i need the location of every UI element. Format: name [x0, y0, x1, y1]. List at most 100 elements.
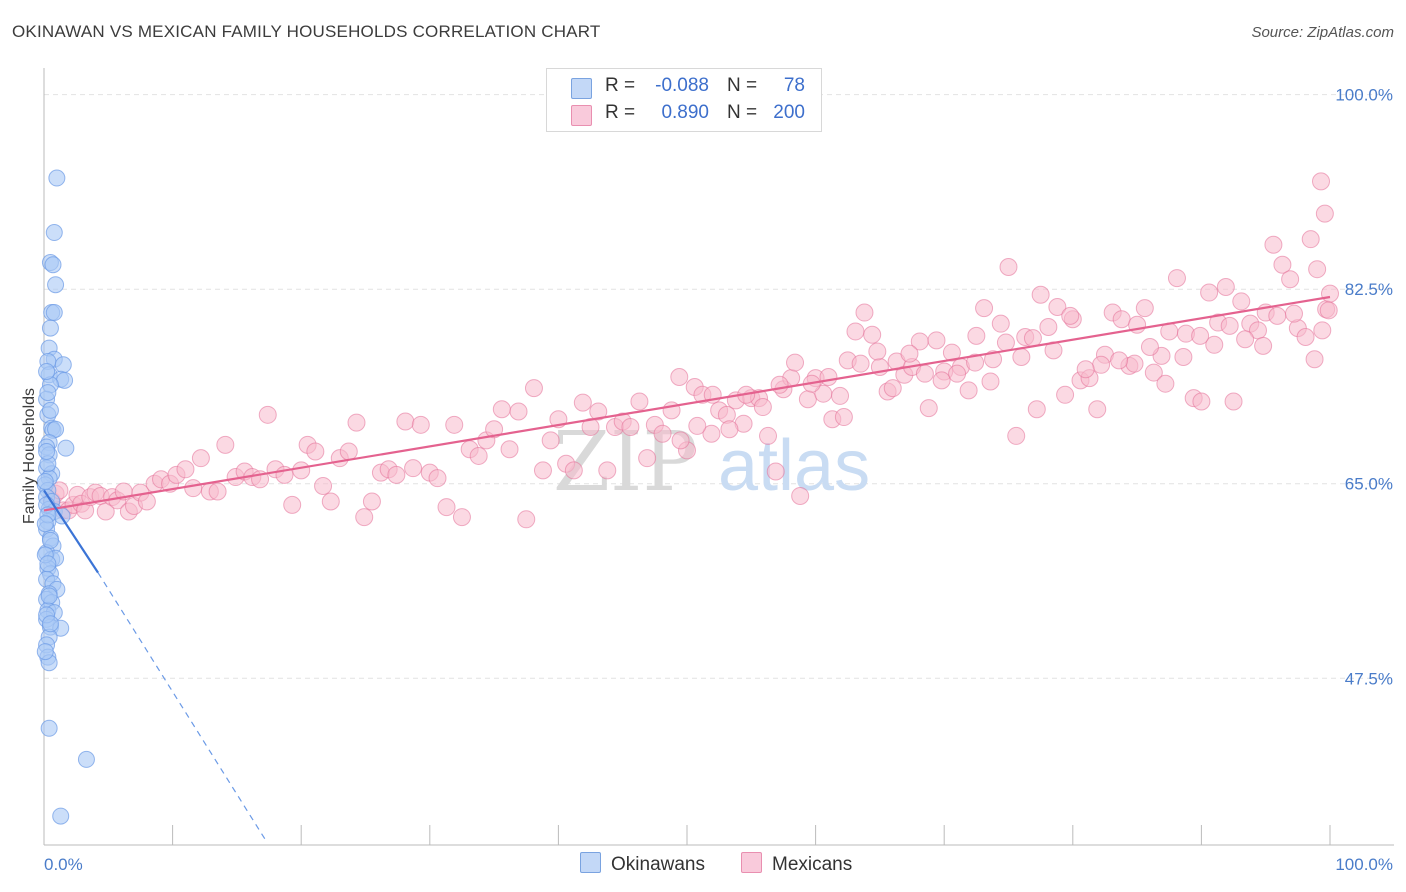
tick-labels: 47.5% 65.0% 82.5% 100.0% 0.0% 100.0% — [44, 86, 1393, 874]
mexicans-point — [868, 342, 887, 361]
okinawans-point — [47, 276, 65, 294]
mexicans-point — [996, 333, 1015, 352]
okinawans-point — [45, 224, 63, 242]
legend-n-label: N = — [727, 102, 758, 123]
mexicans-point — [1191, 326, 1210, 345]
mexicans-point — [1308, 260, 1327, 279]
legend-r-label: R = — [605, 102, 636, 123]
okinawans-point — [57, 439, 75, 457]
mexicans-point — [1254, 336, 1273, 355]
mexicans-point — [347, 413, 366, 432]
source-label: Source: ZipAtlas.com — [1251, 24, 1394, 41]
okinawans-point — [44, 256, 62, 274]
mexicans-point — [396, 412, 415, 431]
x-tick-label: 100.0% — [1335, 855, 1393, 874]
mexicans-point — [452, 508, 471, 527]
okinawans-point — [39, 555, 57, 573]
mexicans-point — [786, 353, 805, 372]
mexicans-point — [1273, 255, 1292, 274]
okinawans-point — [52, 807, 70, 825]
mexicans-point — [1301, 230, 1320, 249]
mexicans-point — [1048, 297, 1067, 316]
mexicans-point — [1031, 285, 1050, 304]
mexicans-point — [1232, 292, 1251, 311]
mexicans-point — [855, 303, 874, 322]
okinawans-point — [54, 356, 72, 374]
mexicans-point — [1296, 328, 1315, 347]
grid-lines — [44, 94, 1394, 679]
mexicans-point — [1321, 284, 1339, 303]
y-tick-label: 47.5% — [1345, 669, 1393, 688]
mexicans-point — [981, 372, 1000, 391]
mexicans-point — [798, 390, 817, 409]
mexicans-point — [1092, 355, 1111, 374]
mexicans-point — [355, 508, 374, 527]
mexicans-point — [1061, 306, 1080, 325]
okinawans-point — [38, 442, 56, 460]
okinawans-point — [40, 719, 58, 737]
mexicans-point — [991, 314, 1010, 333]
mexicans-point — [999, 257, 1018, 276]
mexicans-point — [598, 461, 617, 480]
okinawans-point — [36, 515, 54, 533]
mexicans-point — [948, 364, 967, 383]
okinawans-legend-label: Okinawans — [611, 854, 705, 875]
okinawans-point — [77, 750, 95, 768]
okinawans-point — [56, 371, 74, 389]
mexicans-point — [517, 510, 536, 529]
bottom-legend-mexicans: Mexicans — [741, 852, 852, 876]
mexicans-point — [915, 364, 934, 383]
mexicans-point — [1088, 400, 1107, 419]
mexicans-point — [321, 492, 340, 511]
mexicans-point — [1110, 351, 1129, 370]
mexicans-point — [919, 399, 938, 418]
okinawans-point — [45, 304, 63, 322]
mexicans-point — [770, 375, 789, 394]
mexicans-point — [791, 486, 810, 505]
mexicans-point — [306, 442, 325, 461]
legend-r-value: -0.088 — [655, 75, 709, 96]
y-tick-label: 82.5% — [1345, 280, 1393, 299]
mexicans-point — [966, 353, 985, 372]
mexicans-point — [688, 416, 707, 435]
mexicans-point — [942, 343, 961, 362]
mexicans-point — [485, 420, 504, 439]
okinawans-point — [41, 401, 59, 419]
bottom-legend-okinawans: Okinawans — [580, 852, 705, 876]
mexicans-point — [1192, 392, 1211, 411]
okinawans-point — [36, 643, 54, 661]
y-tick-label: 100.0% — [1335, 86, 1393, 105]
mexicans-point — [292, 461, 311, 480]
chart-title: OKINAWAN VS MEXICAN FAMILY HOUSEHOLDS CO… — [12, 22, 601, 41]
mexicans-point — [437, 498, 456, 517]
mexicans-point — [1268, 306, 1287, 325]
mexicans-point — [846, 322, 865, 341]
okinawans-legend-swatch — [580, 852, 601, 873]
mexicans-point — [208, 482, 227, 501]
mexicans-point — [1220, 316, 1239, 335]
mexicans-point — [1039, 317, 1058, 336]
legend-n-value: 78 — [783, 75, 805, 96]
okinawans-point — [41, 615, 59, 633]
mexicans-point — [1023, 329, 1042, 348]
okinawans-point — [38, 362, 56, 380]
mexicans-point — [1140, 338, 1159, 357]
mexicans-point — [883, 379, 902, 398]
mexicans-point — [1200, 283, 1219, 302]
mexicans-point — [1319, 301, 1338, 320]
okinawans-point — [40, 587, 58, 605]
mexicans-point — [1305, 350, 1324, 369]
trend-lines-dashed — [97, 572, 266, 840]
mexicans-point — [283, 495, 302, 514]
okinawans-trend-line — [43, 489, 99, 574]
mexicans-point — [1174, 348, 1193, 367]
y-axis-label: Family Households — [21, 388, 38, 524]
mexicans-legend-label: Mexicans — [772, 854, 853, 875]
mexicans-point — [524, 379, 543, 398]
mexicans-point — [216, 435, 235, 454]
okinawans-point — [39, 384, 57, 402]
mexicans-point — [720, 420, 739, 439]
correlation-legend: R = -0.088 N = 78 R = 0.890 N = 200 — [546, 68, 822, 132]
mexicans-point — [863, 325, 882, 344]
mexicans-point — [959, 381, 978, 400]
